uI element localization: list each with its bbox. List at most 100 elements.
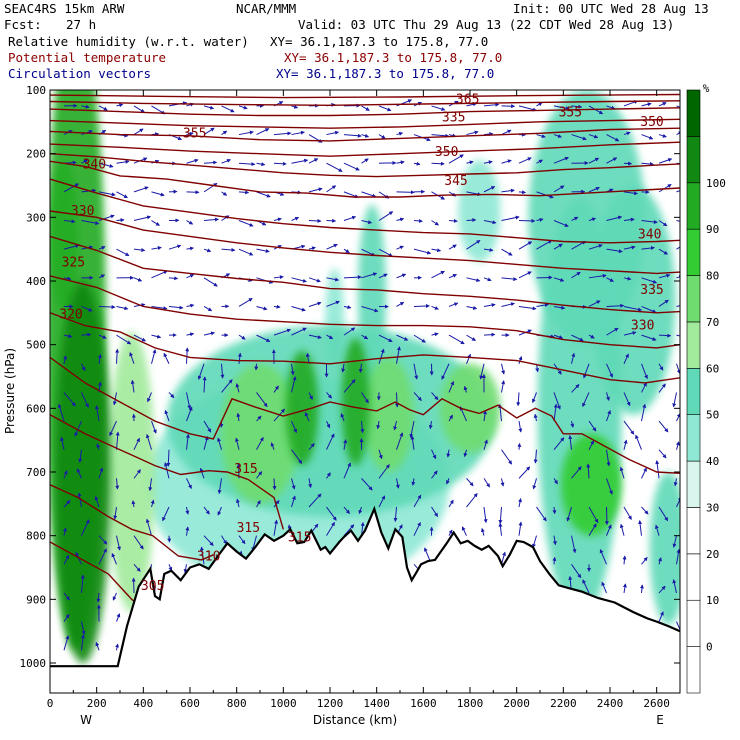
- circulation-vector: [396, 217, 405, 222]
- circulation-vector: [238, 535, 246, 545]
- circulation-vector: [80, 634, 85, 651]
- circulation-vector: [199, 467, 205, 479]
- circulation-vector: [446, 478, 450, 485]
- circulation-vector: [431, 506, 438, 517]
- circulation-vector: [115, 643, 120, 651]
- circulation-vector: [203, 127, 215, 135]
- circulation-vector: [672, 579, 677, 594]
- x-tick-label: 1800: [457, 697, 484, 710]
- circulation-vector: [571, 334, 584, 342]
- circulation-vector: [518, 355, 523, 364]
- circulation-vector: [256, 128, 270, 136]
- circulation-vector: [641, 246, 655, 250]
- colorbar-swatch: [686, 507, 701, 555]
- circulation-vector: [568, 435, 573, 450]
- circulation-vector: [63, 244, 80, 250]
- circulation-vector: [676, 246, 680, 250]
- circulation-vector: [413, 334, 426, 343]
- circulation-vector: [588, 440, 595, 450]
- circulation-vector: [308, 493, 322, 508]
- circulation-vector: [186, 274, 195, 279]
- theta-contour-325: [50, 275, 680, 349]
- circulation-vector: [81, 220, 100, 225]
- circulation-vector: [326, 300, 340, 307]
- circulation-vector: [654, 524, 660, 536]
- circulation-vector: [273, 131, 292, 136]
- circulation-vector: [655, 460, 660, 479]
- circulation-vector: [466, 493, 478, 508]
- y-tick-label: 1000: [20, 657, 47, 670]
- circulation-vector: [291, 376, 297, 393]
- circulation-vector: [413, 304, 430, 308]
- circulation-vector: [133, 535, 144, 550]
- circulation-vector: [658, 611, 664, 622]
- circulation-vector: [641, 161, 654, 166]
- circulation-vector: [518, 105, 537, 112]
- circulation-vector: [81, 392, 89, 408]
- circulation-vector: [308, 478, 313, 489]
- circulation-vector: [623, 420, 635, 435]
- circulation-vector: [658, 420, 669, 433]
- circulation-vector: [291, 216, 300, 221]
- circulation-vector: [623, 191, 638, 196]
- circulation-vector: [483, 506, 488, 524]
- circulation-vector: [553, 156, 569, 164]
- circulation-vector: [588, 134, 599, 139]
- circulation-vector: [326, 472, 331, 479]
- theta-contour-365: [50, 107, 680, 117]
- circulation-vector: [203, 435, 209, 450]
- circulation-vector: [326, 420, 331, 429]
- circulation-vector: [536, 217, 544, 222]
- circulation-vector: [413, 392, 422, 401]
- circulation-vector: [109, 420, 117, 437]
- theta-contour-340: [50, 160, 680, 198]
- circulation-vector: [168, 564, 173, 572]
- circulation-vector: [115, 431, 120, 450]
- circulation-vector: [116, 191, 128, 199]
- circulation-vector: [235, 437, 240, 450]
- circulation-vector: [203, 248, 212, 253]
- circulation-vector: [361, 334, 369, 340]
- circulation-vector: [361, 392, 369, 404]
- x-tick-label: 400: [133, 697, 153, 710]
- circulation-vector: [98, 246, 106, 250]
- theta-contour-355: [50, 127, 680, 142]
- theta-contour-330: [50, 235, 680, 314]
- circulation-vector: [186, 478, 192, 490]
- circulation-vector: [238, 130, 254, 136]
- colorbar-swatch: [686, 321, 701, 369]
- circulation-vector: [582, 579, 590, 594]
- circulation-vector: [641, 403, 647, 422]
- x-tick-label: 1200: [317, 697, 344, 710]
- circulation-vector: [518, 420, 523, 433]
- circulation-vector: [131, 500, 136, 508]
- circulation-vector: [343, 506, 350, 515]
- circulation-vector: [133, 105, 145, 113]
- circulation-vector: [588, 273, 607, 279]
- circulation-vector: [220, 363, 225, 379]
- circulation-vector: [291, 420, 297, 434]
- circulation-vector: [96, 443, 101, 450]
- circulation-vector: [448, 244, 457, 250]
- circulation-vector: [483, 410, 488, 422]
- circulation-vector: [273, 304, 281, 309]
- circulation-vector: [448, 499, 454, 508]
- circulation-vector: [361, 105, 370, 111]
- circulation-vector: [518, 157, 532, 164]
- circulation-vector: [396, 160, 405, 165]
- circulation-vector: [166, 449, 171, 467]
- circulation-vector: [254, 363, 259, 371]
- circulation-vector: [378, 105, 392, 112]
- circulation-vector: [358, 363, 363, 373]
- circulation-vector: [501, 277, 518, 282]
- theta-label: 330: [71, 204, 94, 219]
- theta-label: 315: [288, 531, 311, 546]
- circulation-vector: [273, 519, 279, 536]
- circulation-vector: [501, 129, 512, 136]
- circulation-vector: [518, 271, 532, 279]
- circulation-vector: [536, 506, 547, 522]
- circulation-vector: [291, 277, 307, 283]
- circulation-vector: [483, 102, 500, 107]
- x-tick-label: 200: [87, 697, 107, 710]
